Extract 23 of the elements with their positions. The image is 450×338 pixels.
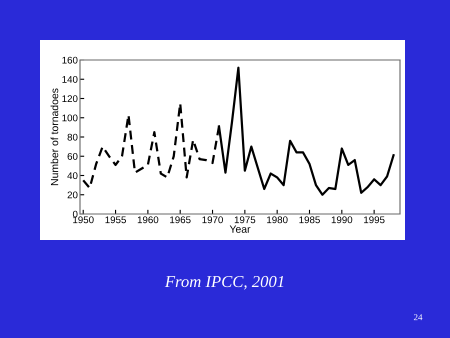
y-tick-label: 160 <box>62 56 78 64</box>
y-tick-label: 140 <box>62 76 78 83</box>
y-tick-label: 40 <box>67 172 78 180</box>
y-tick-label: 0 <box>72 210 78 218</box>
x-tick-label: 1985 <box>299 216 320 224</box>
x-tick-label: 1995 <box>364 216 385 224</box>
y-tick-label: 80 <box>68 134 78 141</box>
x-tick-label: 1955 <box>105 216 126 224</box>
x-tick-label: 1950 <box>73 216 94 224</box>
y-tick-label: 60 <box>68 152 78 160</box>
text: From IPCC, 2001 <box>164 276 284 290</box>
x-tick-label: 1980 <box>267 216 288 224</box>
x-tick-label: 1990 <box>332 216 352 224</box>
x-tick-label: 1960 <box>138 216 158 224</box>
y-axis-title: Number of tornadoes <box>50 88 58 186</box>
text: 24 <box>414 314 422 320</box>
x-tick-label: 1970 <box>202 216 223 224</box>
x-tick-label: 1965 <box>170 216 191 224</box>
x-axis-title: Year <box>230 226 250 233</box>
y-tick-label: 100 <box>62 114 78 122</box>
y-tick-label: 20 <box>68 191 78 198</box>
y-tick-label: 120 <box>62 95 78 102</box>
x-tick-label: 1975 <box>234 216 256 224</box>
